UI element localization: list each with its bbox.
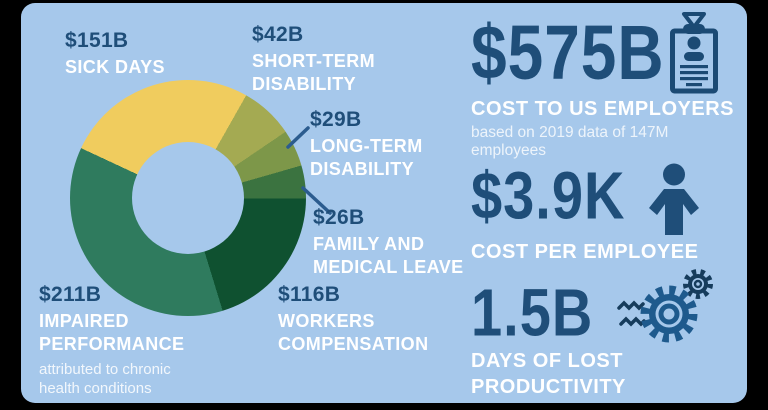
slice-label-impaired-performance: $211B IMPAIRED PERFORMANCE attributed to… (39, 283, 184, 398)
slice-name: SHORT-TERM (252, 51, 375, 71)
stat-productivity-value: 1.5B (471, 274, 594, 350)
id-badge-icon (670, 12, 718, 94)
gears-icon (617, 266, 715, 348)
stat-per-employee-label: COST PER EMPLOYEE (471, 241, 699, 263)
stat-productivity-label-line1: DAYS OF LOST (471, 350, 623, 372)
slice-value: $151B (65, 29, 129, 52)
slice-name: IMPAIRED (39, 311, 129, 331)
slice-name: MEDICAL LEAVE (313, 257, 464, 277)
slice-name: DISABILITY (310, 159, 415, 179)
infographic-card: $151B SICK DAYS $42B SHORT-TERM DISABILI… (21, 3, 747, 403)
stat-productivity-label-line2: PRODUCTIVITY (471, 376, 626, 398)
slice-name: COMPENSATION (278, 334, 429, 354)
slice-label-short-term-disability: $42B SHORT-TERM DISABILITY (252, 23, 375, 96)
stat-employers-sublabel: based on 2019 data of 147M employees (471, 124, 669, 159)
slice-note: attributed to chronic (39, 361, 171, 378)
donut-hole (132, 142, 244, 254)
person-icon (643, 163, 705, 237)
slice-value: $29B (310, 108, 362, 131)
slice-value: $211B (39, 283, 102, 306)
slice-name: PERFORMANCE (39, 334, 185, 354)
slice-value: $116B (278, 283, 341, 306)
donut-chart (70, 80, 306, 316)
slice-name: SICK DAYS (65, 57, 165, 77)
slice-label-sick-days: $151B SICK DAYS (65, 29, 165, 79)
slice-name: LONG-TERM (310, 136, 423, 156)
stat-employers-label: COST TO US EMPLOYERS (471, 98, 734, 120)
slice-note: health conditions (39, 380, 152, 397)
slice-name: WORKERS (278, 311, 375, 331)
slice-value: $26B (313, 206, 365, 229)
slice-label-workers-compensation: $116B WORKERS COMPENSATION (278, 283, 428, 356)
slice-label-long-term-disability: $29B LONG-TERM DISABILITY (310, 108, 423, 181)
slice-name: FAMILY AND (313, 234, 425, 254)
stat-employers-value: $575B (471, 9, 665, 96)
stat-productivity-label: DAYS OF LOST PRODUCTIVITY (471, 348, 626, 400)
stat-per-employee-value: $3.9K (471, 157, 626, 233)
slice-label-family-medical-leave: $26B FAMILY AND MEDICAL LEAVE (313, 206, 464, 279)
slice-name: DISABILITY (252, 74, 357, 94)
slice-value: $42B (252, 23, 304, 46)
